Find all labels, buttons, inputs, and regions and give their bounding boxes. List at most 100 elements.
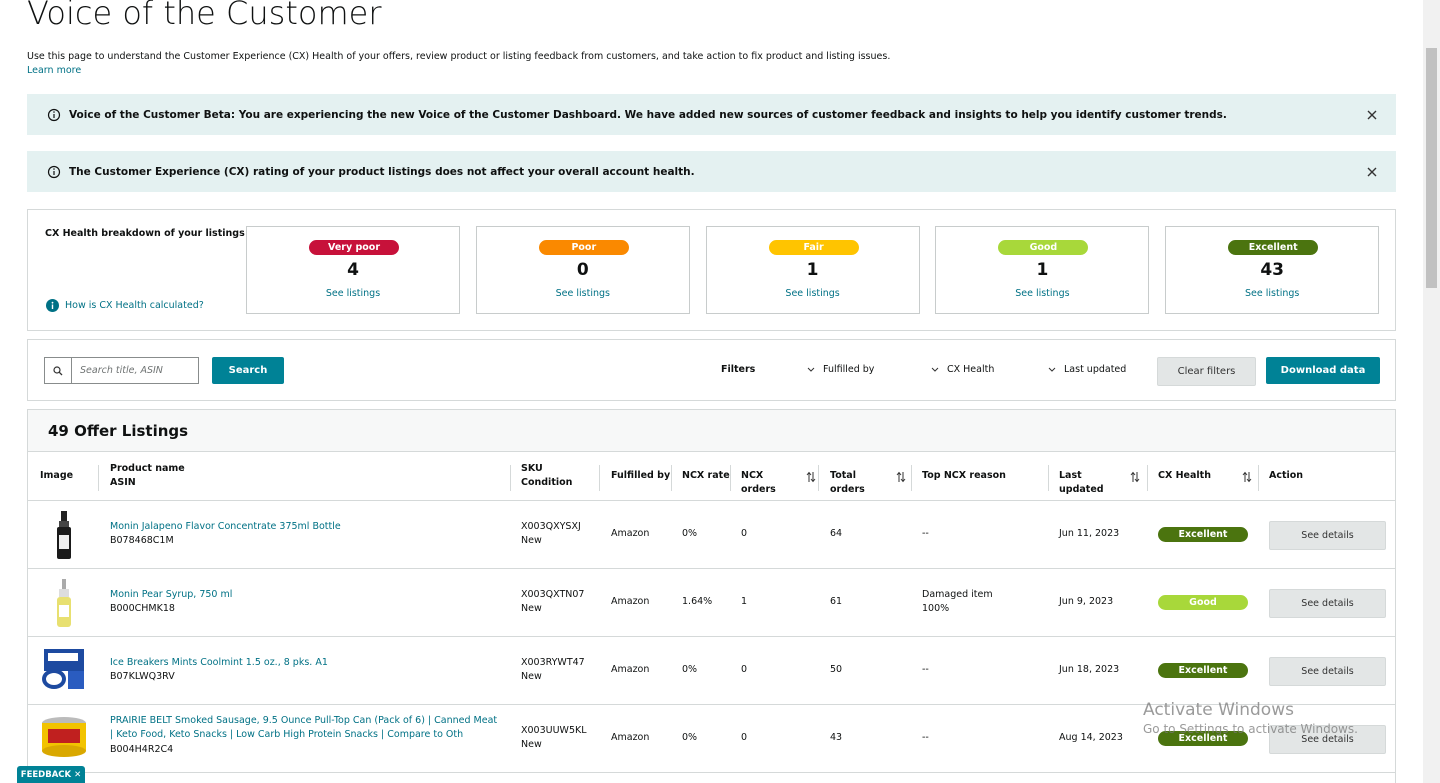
- sku: X003QXYSXJ: [521, 521, 581, 532]
- sort-icon[interactable]: [1130, 468, 1140, 487]
- health-badge: Very poor: [309, 240, 399, 255]
- ncx-orders: 0: [741, 732, 748, 743]
- product-image: [52, 511, 76, 563]
- ncx-reason: --: [922, 528, 929, 539]
- ncx-reason: --: [922, 664, 929, 675]
- health-count: 0: [576, 260, 589, 280]
- product-name[interactable]: PRAIRIE BELT Smoked Sausage, 9.5 Ounce P…: [110, 715, 498, 740]
- column-divider: [1048, 465, 1049, 491]
- search-panel: Search title, ASIN Search Filters Clear …: [27, 339, 1396, 401]
- download-button[interactable]: Download data: [1266, 357, 1380, 384]
- total-orders: 64: [830, 528, 843, 539]
- product-image: [40, 715, 88, 763]
- chevron: [807, 367, 815, 372]
- column-header: Fulfilled by: [611, 470, 671, 481]
- table-title-bar: [28, 410, 1395, 452]
- column-header: NCX rate: [682, 470, 730, 481]
- fulfilled: Amazon: [611, 732, 650, 743]
- chevron: [1048, 367, 1056, 372]
- sort-icon[interactable]: [1242, 468, 1252, 487]
- condition: New: [521, 671, 542, 682]
- column-divider: [818, 465, 819, 491]
- row-divider: [28, 704, 1395, 705]
- health-count: 1: [1036, 260, 1049, 280]
- total-orders: 50: [830, 664, 843, 675]
- updated: Jun 9, 2023: [1059, 596, 1114, 607]
- help-icon: [46, 299, 59, 312]
- filter-dropdown[interactable]: CX Health: [931, 364, 994, 375]
- scrollbar[interactable]: [1423, 0, 1440, 783]
- ncx-rate: 1.64%: [682, 596, 713, 607]
- sku: X003UUW5KL: [521, 725, 587, 736]
- asin: B004H4R2C4: [110, 744, 174, 755]
- product-image: [40, 647, 88, 695]
- close-button[interactable]: [1366, 166, 1378, 178]
- see-listings-link[interactable]: See listings: [325, 288, 381, 299]
- see-listings-link[interactable]: See listings: [555, 288, 610, 299]
- see-details-button[interactable]: See details: [1269, 589, 1386, 618]
- column-divider: [599, 465, 600, 491]
- help-link[interactable]: How is CX Health calculated?: [65, 300, 204, 311]
- sku: X003RYWT47: [521, 657, 585, 668]
- see-details-button[interactable]: See details: [1269, 521, 1386, 550]
- see-listings-link[interactable]: See listings: [785, 288, 840, 299]
- health-badge: Good: [1158, 595, 1248, 610]
- ncx-orders: 0: [741, 528, 748, 539]
- health-badge: Excellent: [1158, 663, 1248, 678]
- asin: B000CHMK18: [110, 603, 175, 614]
- search-button[interactable]: Search: [212, 357, 284, 384]
- help-link-row: How is CX Health calculated?: [46, 299, 204, 312]
- sort-icon[interactable]: [896, 468, 906, 487]
- search-input[interactable]: Search title, ASIN: [44, 357, 199, 384]
- column-header: Total orders: [830, 470, 865, 495]
- fulfilled: Amazon: [611, 596, 650, 607]
- ncx-orders: 0: [741, 664, 748, 675]
- product-name[interactable]: Monin Jalapeno Flavor Concentrate 375ml …: [110, 521, 341, 532]
- breakdown-label: CX Health breakdown of your listings: [45, 228, 245, 239]
- learn-more-link[interactable]: Learn more: [27, 65, 82, 76]
- column-header: NCX orders: [741, 470, 776, 495]
- column-divider: [1258, 465, 1259, 491]
- health-badge: Excellent: [1158, 731, 1248, 746]
- health-count: 4: [347, 260, 359, 280]
- scrollbar-thumb[interactable]: [1426, 48, 1437, 288]
- condition: New: [521, 603, 542, 614]
- feedback-tab[interactable]: FEEDBACK ✕: [17, 766, 85, 783]
- fulfilled: Amazon: [611, 664, 650, 675]
- column-header: Top NCX reason: [922, 470, 1006, 481]
- column-header: Action: [1269, 470, 1304, 481]
- see-details-button[interactable]: See details: [1269, 657, 1386, 686]
- banner-text: Voice of the Customer Beta: You are expe…: [69, 108, 1227, 121]
- filter-dropdown[interactable]: Last updated: [1048, 364, 1126, 375]
- column-header: CX Health: [1158, 470, 1211, 481]
- updated: Jun 11, 2023: [1059, 528, 1120, 539]
- filter-label: Last updated: [1064, 364, 1127, 375]
- product-name[interactable]: Monin Pear Syrup, 750 ml: [110, 589, 233, 600]
- see-listings-link[interactable]: See listings: [1015, 288, 1070, 299]
- ncx-reason: --: [922, 732, 929, 743]
- column-header: ASIN: [110, 477, 136, 488]
- see-details-button[interactable]: See details: [1269, 725, 1386, 754]
- clear-filters-button[interactable]: Clear filters: [1157, 357, 1256, 386]
- beta-banner: Voice of the Customer Beta: You are expe…: [27, 94, 1396, 135]
- health-badge: Good: [998, 240, 1089, 255]
- see-listings-link[interactable]: See listings: [1245, 288, 1300, 299]
- column-header: Product name: [110, 463, 185, 474]
- updated: Aug 14, 2023: [1059, 732, 1123, 743]
- health-card: Excellent 43 See listings: [1165, 226, 1380, 314]
- listings-table: 49 Offer Listings Image Product name ASIN S…: [27, 409, 1396, 783]
- breakdown-panel: CX Health breakdown of your listings How…: [27, 209, 1396, 331]
- filter-dropdown[interactable]: Fulfilled by: [807, 364, 874, 375]
- column-header: SKU: [521, 463, 543, 474]
- sort-icon[interactable]: [806, 468, 816, 487]
- health-card: Very poor 4 See listings: [246, 226, 460, 314]
- product-image: [52, 579, 76, 631]
- condition: New: [521, 739, 542, 750]
- health-card: Good 1 See listings: [935, 226, 1150, 314]
- close-button[interactable]: [1366, 109, 1378, 121]
- column-divider: [510, 465, 511, 491]
- product-name[interactable]: Ice Breakers Mints Coolmint 1.5 oz., 8 p…: [110, 657, 328, 668]
- fulfilled: Amazon: [611, 528, 650, 539]
- asin: B078468C1M: [110, 535, 174, 546]
